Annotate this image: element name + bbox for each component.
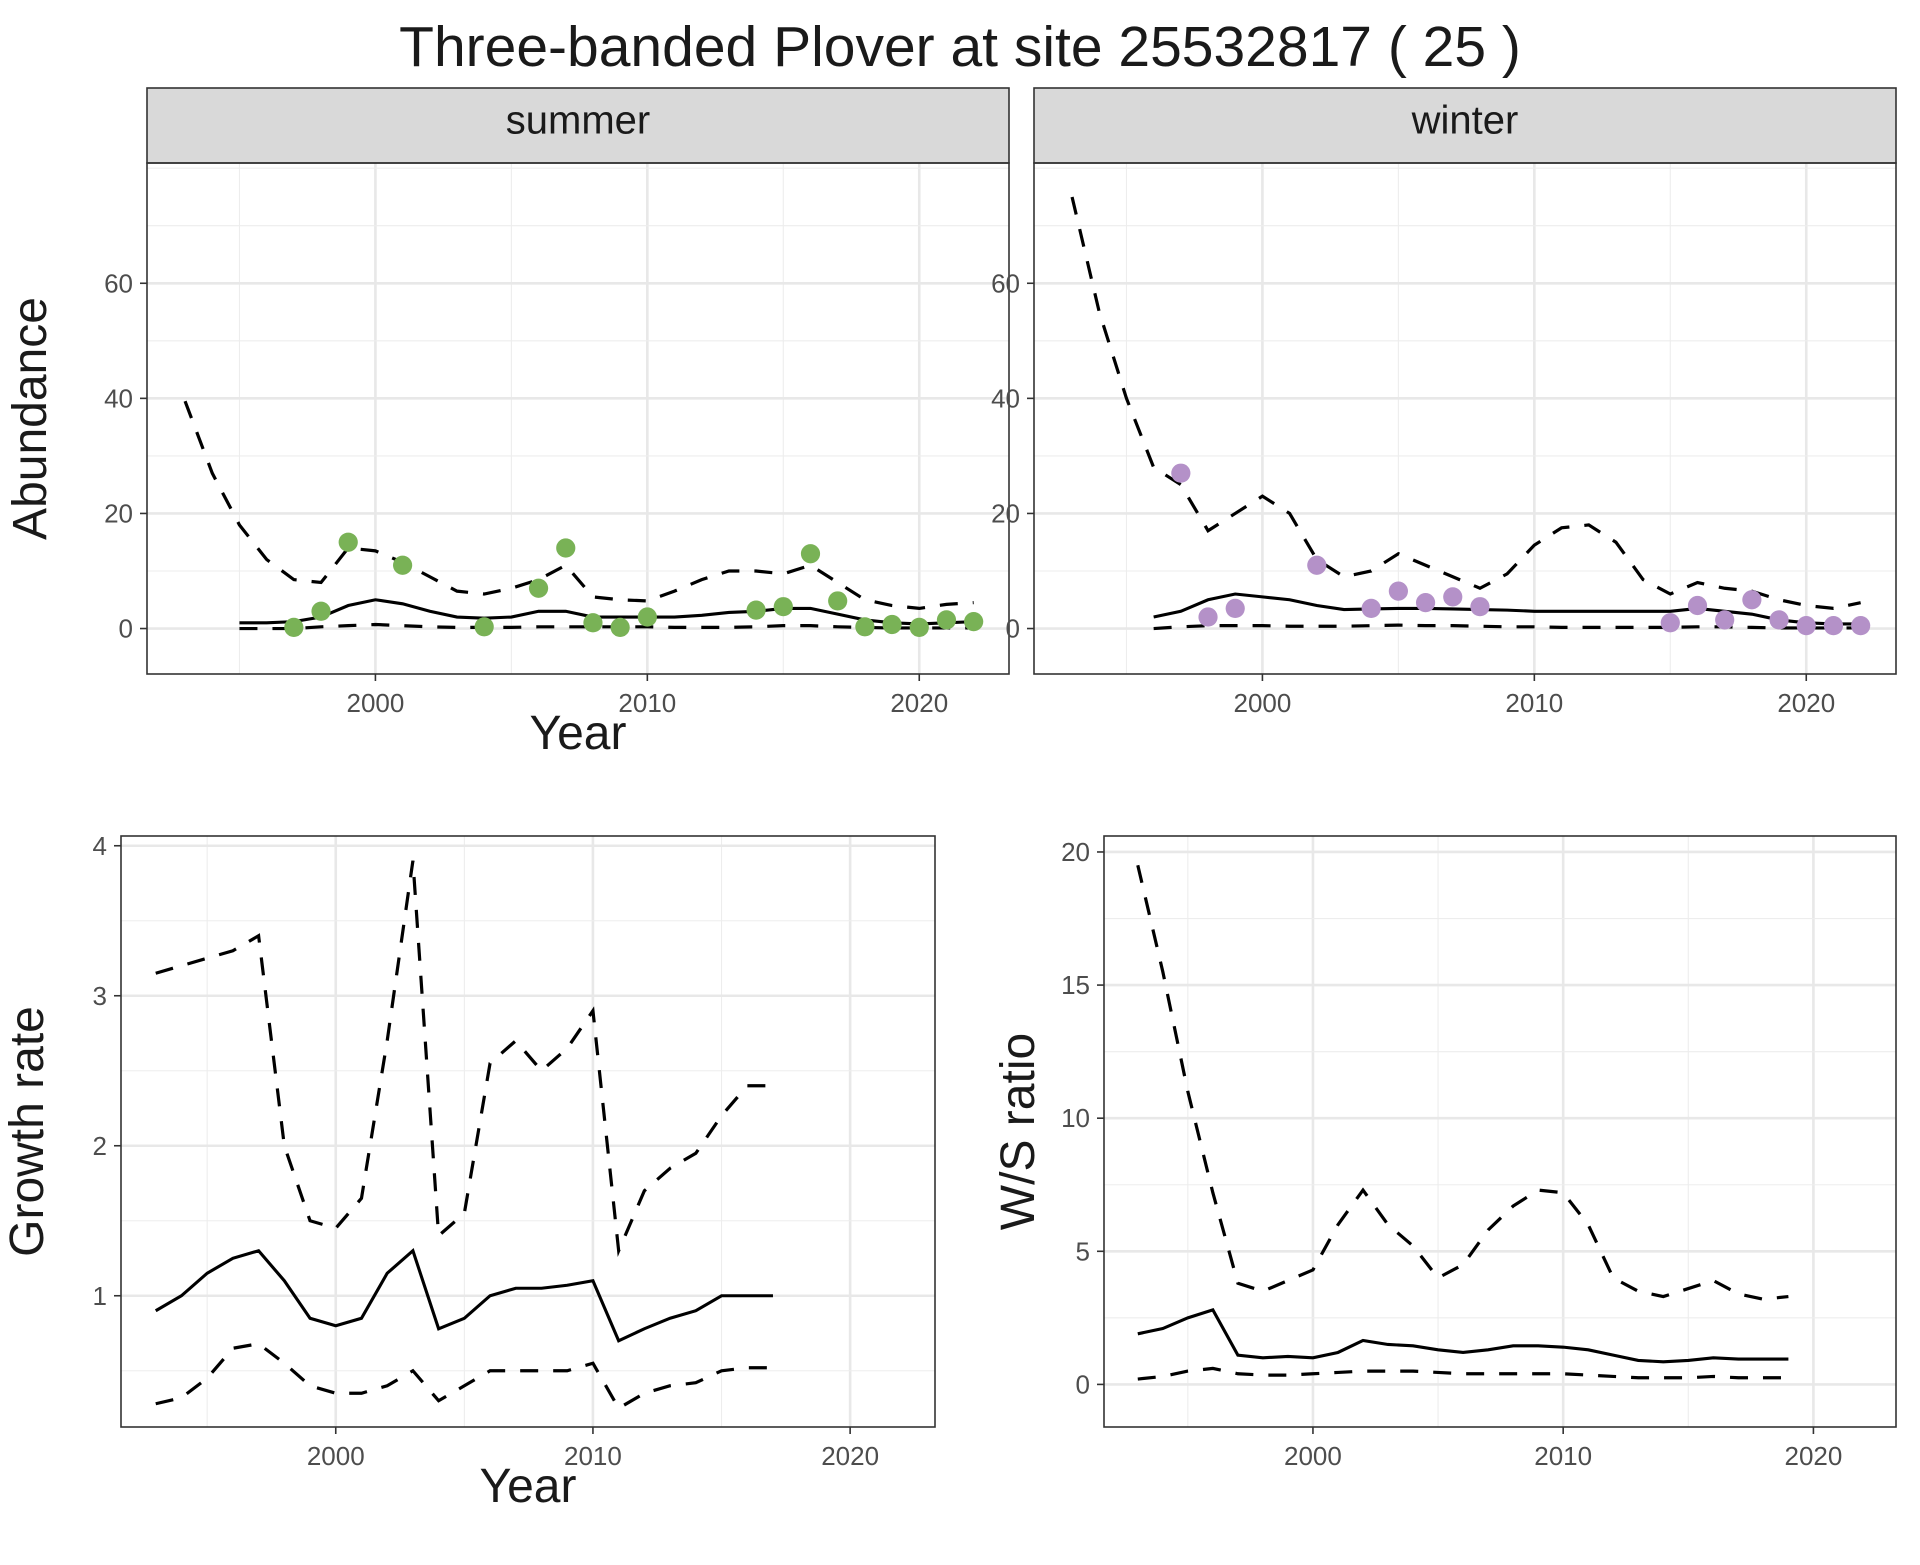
svg-text:2000: 2000 [1233, 688, 1291, 718]
svg-text:20: 20 [1061, 837, 1090, 867]
svg-text:0: 0 [119, 614, 133, 644]
svg-text:40: 40 [104, 383, 133, 413]
svg-text:0: 0 [1006, 614, 1020, 644]
svg-text:20: 20 [991, 498, 1020, 528]
svg-text:W/S ratio: W/S ratio [992, 1033, 1045, 1230]
svg-text:2000: 2000 [1284, 1441, 1342, 1471]
svg-text:1: 1 [93, 1281, 107, 1311]
svg-text:2: 2 [93, 1131, 107, 1161]
svg-text:2020: 2020 [1777, 688, 1835, 718]
svg-text:10: 10 [1061, 1103, 1090, 1133]
svg-text:2000: 2000 [346, 688, 404, 718]
svg-text:Growth rate: Growth rate [1, 1006, 54, 1257]
svg-text:2020: 2020 [821, 1441, 879, 1471]
svg-text:3: 3 [93, 981, 107, 1011]
svg-text:5: 5 [1076, 1236, 1090, 1266]
svg-text:2020: 2020 [1784, 1441, 1842, 1471]
svg-text:60: 60 [991, 268, 1020, 298]
svg-text:summer: summer [506, 99, 650, 143]
svg-text:60: 60 [104, 268, 133, 298]
svg-text:Year: Year [480, 1460, 577, 1513]
svg-text:2020: 2020 [890, 688, 948, 718]
svg-text:0: 0 [1076, 1369, 1090, 1399]
svg-text:2000: 2000 [307, 1441, 365, 1471]
svg-text:2010: 2010 [1505, 688, 1563, 718]
svg-text:winter: winter [1411, 99, 1519, 143]
svg-text:15: 15 [1061, 970, 1090, 1000]
svg-text:40: 40 [991, 383, 1020, 413]
svg-text:2010: 2010 [1534, 1441, 1592, 1471]
svg-text:4: 4 [93, 831, 107, 861]
svg-text:20: 20 [104, 498, 133, 528]
svg-text:2010: 2010 [618, 688, 676, 718]
svg-text:Abundance: Abundance [4, 297, 57, 540]
svg-text:Year: Year [530, 707, 627, 760]
